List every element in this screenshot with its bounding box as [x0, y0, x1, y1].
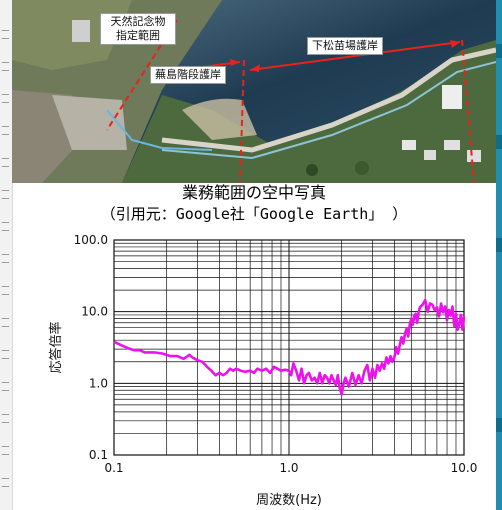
label-natural-monument: 天然記念物 指定範囲 [100, 13, 176, 45]
aerial-photo: 天然記念物 指定範囲 蕪島階段護岸 下松苗場護岸 [12, 0, 496, 183]
x-tick-label: 0.1 [104, 461, 123, 475]
label-shimomatsu-revetment: 下松苗場護岸 [307, 37, 383, 55]
background-document-strip [0, 0, 13, 510]
y-axis-label: 応答倍率 [48, 321, 64, 373]
window-frame [496, 0, 502, 510]
y-tick-label: 0.1 [89, 448, 108, 462]
x-tick-label: 1.0 [279, 461, 298, 475]
y-tick-label: 1.0 [89, 376, 108, 390]
response-chart: 0.1 1.0 10.0 0.1 1.0 10.0 100.0 周波数(Hz) 応答倍率 [12, 228, 496, 510]
x-tick-label: 10.0 [451, 461, 478, 475]
x-axis-label: 周波数(Hz) [256, 493, 322, 508]
y-tick-label: 100.0 [74, 233, 108, 247]
photo-source: （引用元：Google社「Google Earth」 ） [100, 205, 408, 223]
label-kabushima-steps: 蕪島階段護岸 [150, 66, 226, 84]
photo-caption: 業務範囲の空中写真 [181, 183, 326, 202]
series-line-0 [113, 298, 466, 396]
y-tick-label: 10.0 [81, 305, 108, 319]
